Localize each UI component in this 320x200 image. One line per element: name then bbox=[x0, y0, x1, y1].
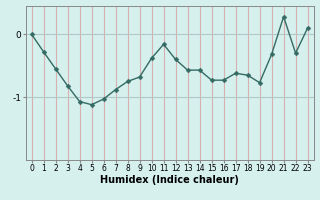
X-axis label: Humidex (Indice chaleur): Humidex (Indice chaleur) bbox=[100, 175, 239, 185]
